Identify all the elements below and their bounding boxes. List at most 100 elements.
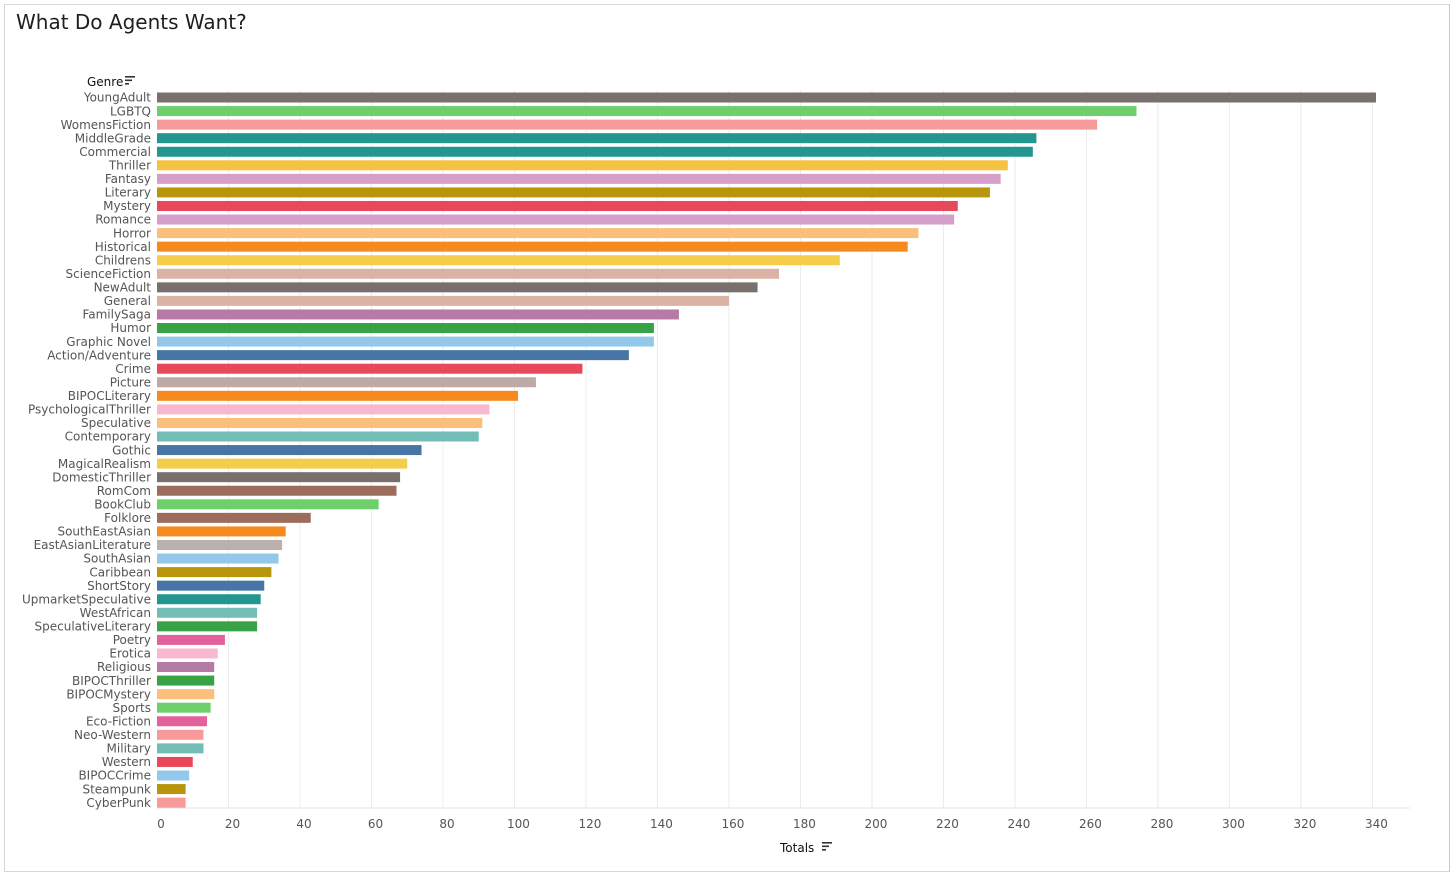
category-label: ShortStory <box>87 579 151 593</box>
bar[interactable] <box>157 146 1033 157</box>
bar[interactable] <box>157 512 311 523</box>
category-label: PsychologicalThriller <box>28 403 151 417</box>
category-label: DomesticThriller <box>52 470 151 484</box>
sort-icon[interactable] <box>125 76 135 85</box>
sort-icon[interactable] <box>822 842 832 851</box>
category-label: General <box>104 294 151 308</box>
x-tick-label: 60 <box>368 817 383 831</box>
bar[interactable] <box>157 336 654 347</box>
category-label: Graphic Novel <box>66 335 151 349</box>
category-label: Religious <box>97 660 151 674</box>
bar[interactable] <box>157 445 422 456</box>
bar[interactable] <box>157 716 208 727</box>
category-label: LGBTQ <box>110 104 151 118</box>
bar[interactable] <box>157 214 955 225</box>
category-label: SpeculativeLiterary <box>35 620 151 634</box>
bar[interactable] <box>157 729 204 740</box>
bar[interactable] <box>157 662 215 673</box>
category-label: Sports <box>113 701 151 715</box>
category-label: NewAdult <box>94 281 152 295</box>
bar[interactable] <box>157 404 490 415</box>
category-label: MiddleGrade <box>75 131 151 145</box>
category-label: RomCom <box>97 484 151 498</box>
bar[interactable] <box>157 526 286 537</box>
bar[interactable] <box>157 119 1098 130</box>
x-tick-label: 40 <box>296 817 311 831</box>
bar[interactable] <box>157 784 186 795</box>
bar[interactable] <box>157 350 629 361</box>
bar[interactable] <box>157 268 780 279</box>
bar[interactable] <box>157 295 729 306</box>
bar[interactable] <box>157 634 225 645</box>
bar[interactable] <box>157 106 1137 117</box>
x-axis-ticks: 0 20 40 60 80 100 120 140 160 180 200 220 240 260 280 3… <box>157 817 1388 831</box>
category-label: Folklore <box>104 511 151 525</box>
category-label: Mystery <box>103 199 151 213</box>
bar[interactable] <box>157 648 218 659</box>
bar[interactable] <box>157 689 215 700</box>
bar[interactable] <box>157 133 1037 144</box>
category-label: BIPOCCrime <box>78 769 151 783</box>
bar[interactable] <box>157 485 397 496</box>
category-label: Gothic <box>112 443 151 457</box>
bar[interactable] <box>157 282 758 293</box>
x-tick-label: 180 <box>793 817 816 831</box>
bar[interactable] <box>157 309 679 320</box>
bar[interactable] <box>157 173 1001 184</box>
bar[interactable] <box>157 241 908 252</box>
bar[interactable] <box>157 580 265 591</box>
bar[interactable] <box>157 607 258 618</box>
x-axis-title: Totals <box>779 841 814 855</box>
category-label: Historical <box>95 240 151 254</box>
page-title: What Do Agents Want? <box>16 10 247 34</box>
bar[interactable] <box>157 594 261 605</box>
bar[interactable] <box>157 187 990 198</box>
bar[interactable] <box>157 377 536 388</box>
category-label: Steampunk <box>82 782 151 796</box>
x-tick-label: 320 <box>1293 817 1316 831</box>
bar[interactable] <box>157 702 211 713</box>
x-tick-label: 260 <box>1079 817 1102 831</box>
y-axis-header[interactable]: Genre <box>87 75 135 89</box>
category-label: Horror <box>113 226 151 240</box>
category-label: Western <box>102 755 151 769</box>
bar[interactable] <box>157 458 408 469</box>
category-labels: YoungAdultLGBTQWomensFictionMiddleGradeC… <box>22 91 151 810</box>
category-label: Thriller <box>108 159 151 173</box>
category-label: BIPOCLiterary <box>68 389 151 403</box>
bar[interactable] <box>157 743 204 754</box>
bar[interactable] <box>157 390 519 401</box>
bar[interactable] <box>157 756 193 767</box>
bar[interactable] <box>157 770 190 781</box>
bar[interactable] <box>157 539 283 550</box>
category-label: FamilySaga <box>82 308 151 322</box>
bar[interactable] <box>157 499 379 510</box>
category-label: WestAfrican <box>80 606 151 620</box>
x-tick-label: 0 <box>157 817 165 831</box>
category-label: SouthEastAsian <box>57 525 151 539</box>
bar[interactable] <box>157 567 272 578</box>
category-label: EastAsianLiterature <box>34 538 151 552</box>
bar[interactable] <box>157 255 840 266</box>
bar[interactable] <box>157 363 583 374</box>
bar[interactable] <box>157 417 483 428</box>
bar[interactable] <box>157 200 958 211</box>
bar[interactable] <box>157 160 1008 171</box>
bar[interactable] <box>157 553 279 564</box>
bar[interactable] <box>157 797 186 808</box>
x-axis-header[interactable]: Totals <box>779 841 832 855</box>
bar[interactable] <box>157 472 401 483</box>
bar[interactable] <box>157 228 919 239</box>
bar[interactable] <box>157 431 479 442</box>
category-label: Action/Adventure <box>47 348 151 362</box>
bar[interactable] <box>157 675 215 686</box>
x-tick-label: 140 <box>650 817 673 831</box>
bar[interactable] <box>157 621 258 632</box>
x-tick-label: 340 <box>1365 817 1388 831</box>
category-label: SouthAsian <box>83 552 151 566</box>
bar[interactable] <box>157 323 654 334</box>
category-label: BookClub <box>94 498 151 512</box>
x-tick-label: 80 <box>439 817 454 831</box>
bar[interactable] <box>157 92 1377 103</box>
